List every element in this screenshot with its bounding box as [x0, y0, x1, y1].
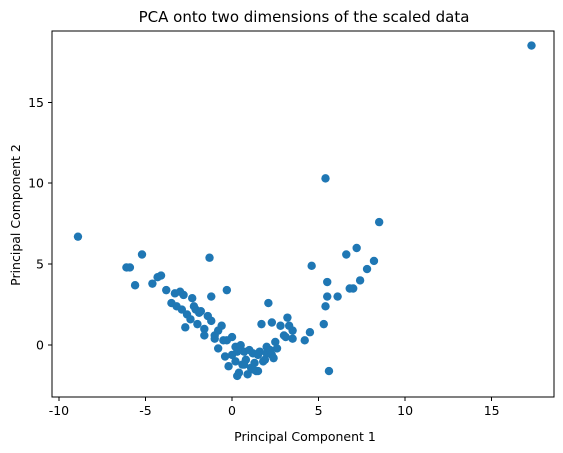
x-tick-label: 10 — [397, 403, 413, 418]
data-point — [300, 336, 309, 345]
data-point — [162, 285, 171, 295]
data-point — [321, 302, 330, 311]
data-point — [342, 250, 351, 259]
data-point — [231, 357, 240, 366]
data-point — [233, 371, 242, 381]
data-point — [355, 276, 365, 285]
data-point — [333, 292, 342, 301]
data-point — [213, 344, 223, 353]
data-point — [125, 263, 135, 272]
data-point — [288, 334, 297, 343]
data-point — [236, 340, 245, 350]
data-point — [269, 353, 278, 363]
data-point — [281, 332, 290, 342]
data-point — [207, 292, 216, 301]
chart-title: PCA onto two dimensions of the scaled da… — [139, 8, 470, 26]
data-point — [248, 365, 257, 374]
y-axis-label: Principal Component 2 — [8, 144, 23, 286]
data-point — [319, 319, 328, 329]
data-point — [238, 360, 247, 369]
data-point — [307, 261, 316, 271]
y-tick-label: 0 — [36, 338, 44, 353]
data-point — [73, 232, 83, 241]
data-point — [193, 319, 202, 329]
data-point — [179, 290, 188, 300]
x-tick-label: 0 — [228, 403, 236, 418]
data-point — [222, 285, 232, 295]
data-point — [227, 350, 237, 360]
data-point — [257, 319, 266, 329]
x-tick-label: -5 — [139, 403, 151, 418]
plot-area — [73, 41, 536, 381]
data-point — [321, 174, 330, 183]
data-point — [189, 302, 199, 311]
data-point — [188, 294, 197, 303]
x-tick-label: -10 — [49, 403, 69, 418]
data-point — [200, 324, 209, 334]
y-axis: 0 5 10 15 — [28, 95, 52, 353]
data-point — [283, 313, 292, 322]
data-point — [276, 321, 285, 330]
data-point — [374, 217, 384, 227]
data-point — [253, 350, 263, 360]
data-point — [324, 366, 334, 376]
x-tick-label: 15 — [484, 403, 500, 418]
x-axis: -10 -5 0 5 10 15 — [49, 397, 500, 418]
data-point — [271, 337, 280, 347]
data-point — [137, 250, 147, 259]
y-tick-label: 10 — [28, 176, 44, 191]
y-tick-label: 5 — [36, 257, 44, 272]
data-point — [200, 331, 209, 340]
data-point — [345, 284, 354, 293]
data-point — [323, 277, 332, 287]
data-point — [224, 362, 233, 371]
data-point — [245, 345, 254, 355]
data-point — [205, 253, 214, 262]
data-point — [265, 345, 275, 355]
data-point — [222, 336, 232, 345]
data-point — [220, 352, 230, 361]
data-point — [272, 344, 282, 353]
data-point — [369, 256, 379, 266]
data-point — [362, 264, 372, 274]
x-axis-label: Principal Component 1 — [234, 429, 376, 444]
x-tick-label: 5 — [315, 403, 323, 418]
data-point — [148, 279, 157, 288]
data-point — [207, 316, 216, 326]
data-point — [288, 326, 297, 335]
data-point — [196, 306, 206, 316]
data-point — [210, 334, 219, 343]
data-point — [305, 328, 315, 337]
data-point — [186, 315, 195, 324]
data-point — [181, 323, 190, 332]
plot-frame — [51, 30, 555, 398]
data-point — [352, 243, 361, 253]
data-point — [323, 292, 332, 301]
y-tick-label: 15 — [28, 95, 44, 110]
data-point — [527, 41, 536, 50]
data-point — [130, 281, 140, 290]
data-point — [156, 271, 166, 280]
data-point — [213, 326, 223, 335]
data-point — [264, 298, 273, 308]
data-point — [260, 355, 270, 364]
data-point — [267, 318, 277, 327]
